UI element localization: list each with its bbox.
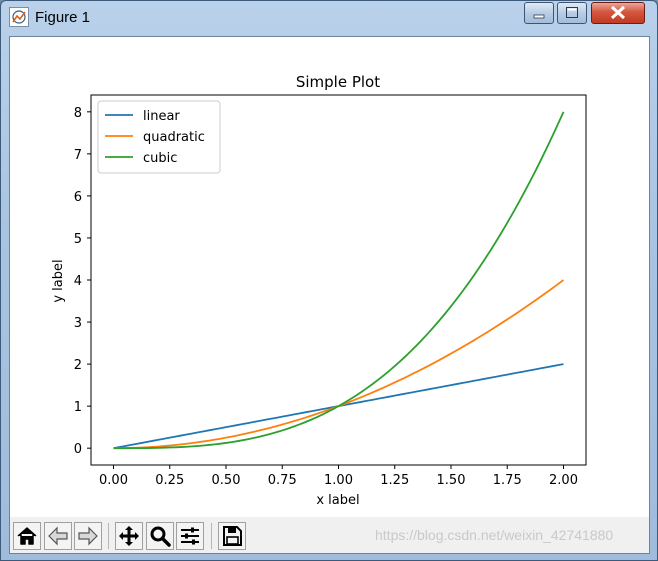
zoom-button[interactable] xyxy=(146,522,174,550)
y-tick-label: 6 xyxy=(74,190,82,205)
maximize-icon xyxy=(566,7,578,18)
x-tick-label: 1.75 xyxy=(493,473,522,488)
y-axis-label: y label xyxy=(51,259,66,302)
legend-label-linear: linear xyxy=(143,109,180,124)
y-tick-label: 7 xyxy=(74,148,82,163)
forward-arrow-icon xyxy=(78,526,98,546)
watermark-text: https://blog.csdn.net/weixin_42741880 xyxy=(375,527,614,543)
x-tick-label: 0.00 xyxy=(99,473,128,488)
zoom-icon xyxy=(150,526,171,547)
close-button[interactable] xyxy=(591,2,645,24)
legend: linear quadratic cubic xyxy=(97,100,221,174)
toolbar-separator xyxy=(108,523,109,549)
y-tick-label: 4 xyxy=(74,274,82,289)
chart: Simple Plot 0.00 0.25 0.50 0.75 1.00 1.25 1.50… xyxy=(10,37,649,517)
y-tick-label: 5 xyxy=(74,232,82,247)
minimize-button[interactable] xyxy=(524,2,554,24)
legend-box xyxy=(97,100,221,174)
sliders-icon xyxy=(181,527,199,545)
legend-label-quadratic: quadratic xyxy=(143,130,205,145)
series-line-cubic xyxy=(113,111,565,450)
x-tick-label: 1.25 xyxy=(380,473,409,488)
maximize-button[interactable] xyxy=(557,2,587,24)
chart-title: Simple Plot xyxy=(296,73,380,91)
forward-button[interactable] xyxy=(74,522,102,550)
x-tick-label: 1.50 xyxy=(437,473,466,488)
axes-frame xyxy=(90,94,587,466)
save-icon xyxy=(223,526,242,546)
y-tick-label: 8 xyxy=(74,106,82,121)
x-tick-label: 0.75 xyxy=(268,473,297,488)
home-button[interactable] xyxy=(13,522,41,550)
x-tick-label: 0.50 xyxy=(212,473,241,488)
move-icon xyxy=(119,526,139,546)
y-tick-label: 0 xyxy=(74,442,82,457)
x-tick-label: 2.00 xyxy=(549,473,578,488)
toolbar-separator xyxy=(211,523,212,549)
home-icon xyxy=(17,527,37,545)
y-tick-label: 3 xyxy=(74,316,82,331)
window-title: Figure 1 xyxy=(35,9,91,26)
y-tick-label: 2 xyxy=(74,358,82,373)
save-button[interactable] xyxy=(218,522,246,550)
pan-button[interactable] xyxy=(115,522,143,550)
navigation-toolbar: https://blog.csdn.net/weixin_42741880 xyxy=(10,517,649,553)
y-tick-label: 1 xyxy=(74,400,82,415)
back-button[interactable] xyxy=(44,522,72,550)
x-tick-label: 1.00 xyxy=(324,473,353,488)
figure-canvas-area: Simple Plot 0.00 0.25 0.50 0.75 1.00 1.25 1.50… xyxy=(9,36,650,554)
x-axis-label: x label xyxy=(316,493,359,508)
title-bar[interactable]: Figure 1 xyxy=(1,1,657,35)
back-arrow-icon xyxy=(48,526,68,546)
configure-subplots-button[interactable] xyxy=(176,522,204,550)
close-icon xyxy=(610,5,626,20)
minimize-icon xyxy=(533,14,545,19)
app-icon xyxy=(9,7,29,27)
legend-label-cubic: cubic xyxy=(143,151,177,166)
x-tick-label: 0.25 xyxy=(155,473,184,488)
